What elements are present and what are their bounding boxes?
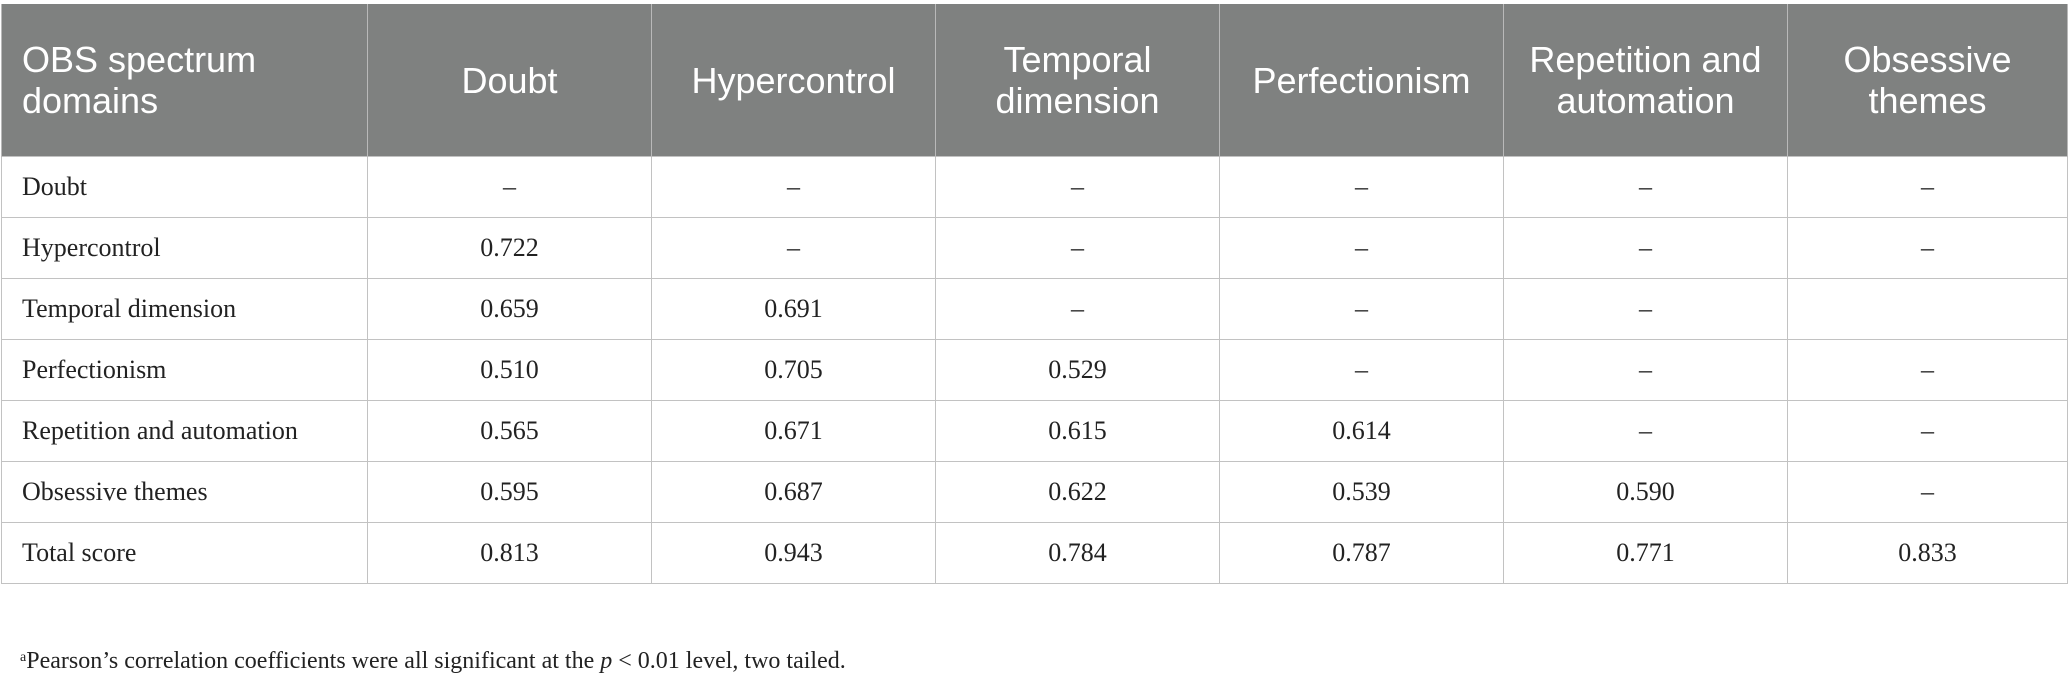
table-row: Perfectionism 0.510 0.705 0.529– – – (1, 339, 2068, 401)
table-cell: – (651, 156, 936, 218)
table-cell: 0.813 (367, 522, 652, 584)
table-cell: 0.565 (367, 400, 652, 462)
table-cell: 0.943 (651, 522, 936, 584)
row-label: Hypercontrol (1, 217, 368, 279)
table-header: OBS spectrum domains Doubt Hypercontrol Tem… (1, 4, 2068, 157)
footnote-p-symbol: p (600, 648, 613, 674)
table-row: Total score 0.813 0.943 0.784 0.787 0.771 0.83… (1, 522, 2068, 584)
footnote-text-before: Pearson’s correlation coefficients were … (26, 648, 601, 674)
table-cell: 0.687 (651, 461, 936, 523)
table-cell: 0.784 (935, 522, 1220, 584)
table-cell: 0.595 (367, 461, 652, 523)
table-cell: 0.671 (651, 400, 936, 462)
table-row: Repetition and automation 0.565 0.671 0.615… (1, 400, 2068, 462)
footnote-marker: a (20, 650, 27, 665)
correlation-table-container: OBS spectrum domains Doubt Hypercontrol Tem… (0, 4, 2068, 584)
table-cell: – (651, 217, 936, 279)
table-cell: 0.691 (651, 278, 936, 340)
header-cell: Hypercontrol (651, 4, 936, 157)
table-footnote: aPearson’s correlation coefficients were… (20, 648, 846, 675)
table-cell: 0.529 (935, 339, 1220, 401)
header-cell: Temporal dimension (935, 4, 1220, 157)
table-cell: – (367, 156, 652, 218)
table-cell: 0.510 (367, 339, 652, 401)
row-label: Temporal dimension (1, 278, 368, 340)
table-cell: – (1503, 400, 1788, 462)
footnote-text-after: < 0.01 level, two tailed. (612, 648, 846, 674)
table-cell: – (1219, 339, 1504, 401)
table-cell: 0.615 (935, 400, 1220, 462)
table-cell: 0.771 (1503, 522, 1788, 584)
correlation-table: OBS spectrum domains Doubt Hypercontrol Tem… (1, 4, 2068, 584)
row-label: Perfectionism (1, 339, 368, 401)
header-cell: Obsessive themes (1787, 4, 2068, 157)
row-label: Doubt (1, 156, 368, 218)
table-cell: – (1219, 278, 1504, 340)
table-row: Hypercontrol 0.722– – – – – (1, 217, 2068, 279)
table-cell (1787, 278, 2068, 340)
table-cell: – (1503, 156, 1788, 218)
table-cell: – (935, 278, 1220, 340)
table-cell: 0.614 (1219, 400, 1504, 462)
table-cell: 0.722 (367, 217, 652, 279)
header-cell-domains: OBS spectrum domains (1, 4, 368, 157)
table-cell: 0.622 (935, 461, 1220, 523)
header-cell: Doubt (367, 4, 652, 157)
table-cell: – (1787, 156, 2068, 218)
table-cell: – (1503, 278, 1788, 340)
table-cell: 0.659 (367, 278, 652, 340)
row-label: Repetition and automation (1, 400, 368, 462)
table-cell: – (1787, 217, 2068, 279)
header-cell: Perfectionism (1219, 4, 1504, 157)
table-cell: – (1787, 461, 2068, 523)
table-cell: – (935, 156, 1220, 218)
header-cell: Repetition and automation (1503, 4, 1788, 157)
table-cell: 0.539 (1219, 461, 1504, 523)
table-cell: – (1503, 339, 1788, 401)
table-row: Temporal dimension 0.659 0.691– – – (1, 278, 2068, 340)
table-cell: – (1219, 156, 1504, 218)
table-cell: – (1219, 217, 1504, 279)
table-row: Doubt – – – – – – (1, 156, 2068, 218)
row-label: Obsessive themes (1, 461, 368, 523)
table-body: Doubt – – – – – – Hypercontrol 0.722– – – – – Tempora… (1, 156, 2068, 584)
table-cell: 0.787 (1219, 522, 1504, 584)
table-cell: – (1503, 217, 1788, 279)
table-cell: – (935, 217, 1220, 279)
table-cell: 0.705 (651, 339, 936, 401)
table-cell: 0.590 (1503, 461, 1788, 523)
table-cell: – (1787, 339, 2068, 401)
table-cell: 0.833 (1787, 522, 2068, 584)
row-label: Total score (1, 522, 368, 584)
table-row: Obsessive themes 0.595 0.687 0.622 0.539 0.59… (1, 461, 2068, 523)
table-cell: – (1787, 400, 2068, 462)
header-row: OBS spectrum domains Doubt Hypercontrol Tem… (1, 4, 2068, 157)
